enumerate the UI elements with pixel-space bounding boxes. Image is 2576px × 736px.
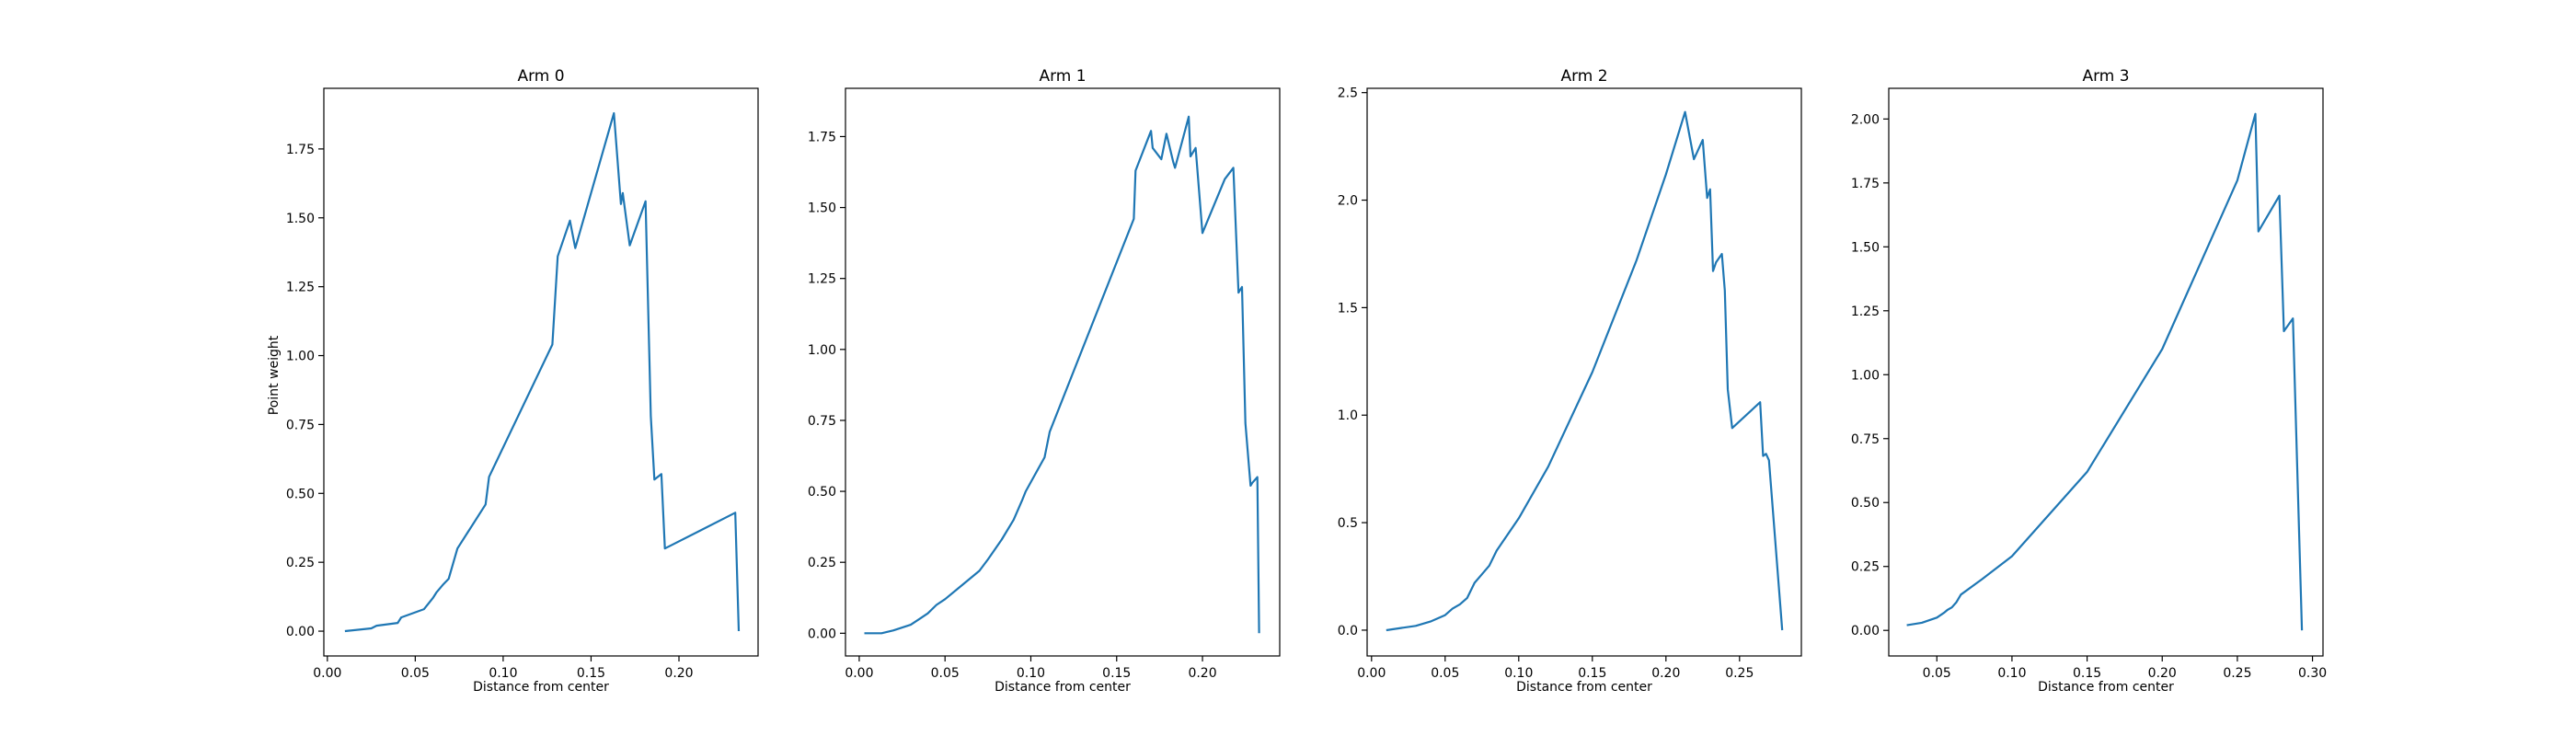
- panel-arm-3: Arm 3 Distance from center 0.05 0.10 0.15 0…: [1851, 67, 2327, 695]
- y-tick-label: 1.00: [808, 343, 836, 358]
- x-tick-label: 0.10: [1997, 666, 2026, 681]
- x-tick-label: 0.10: [1504, 666, 1533, 681]
- panel-title: Arm 0: [517, 67, 564, 86]
- x-tick-label: 0.25: [2223, 666, 2251, 681]
- x-axis-label: Distance from center: [1516, 680, 1652, 695]
- y-tick-label: 1.75: [808, 130, 836, 144]
- x-tick-label: 0.05: [931, 666, 960, 681]
- x-tick-label: 0.25: [1725, 666, 1754, 681]
- x-tick-label: 0.10: [1017, 666, 1045, 681]
- x-axis-label: Distance from center: [995, 680, 1131, 695]
- y-tick-label: 1.25: [808, 272, 836, 287]
- series-line: [344, 111, 741, 633]
- x-tick-label: 0.15: [577, 666, 605, 681]
- y-tick-label: 1.00: [286, 350, 315, 364]
- y-tick-label: 0.75: [286, 418, 315, 432]
- x-tick-label: 0.05: [1923, 666, 1951, 681]
- y-tick-label: 1.75: [286, 143, 315, 157]
- y-tick-label: 1.25: [286, 281, 315, 295]
- axis-ticks: 0.05 0.10 0.15 0.20 0.25 0.30 0.00 0.25 0.50 0.75…: [1851, 112, 2327, 681]
- panel-arm-2: Arm 2 Distance from center 0.00 0.05 0.10 0…: [1338, 67, 1802, 695]
- x-tick-label: 0.00: [313, 666, 341, 681]
- x-tick-label: 0.10: [489, 666, 517, 681]
- x-tick-label: 0.05: [401, 666, 430, 681]
- panel-title: Arm 1: [1039, 67, 1086, 86]
- axis-ticks: 0.00 0.05 0.10 0.15 0.20 0.25 0.0 0.5 1.0 1.5 2.0 2…: [1338, 86, 1754, 681]
- y-tick-label: 0.25: [808, 556, 836, 570]
- y-tick-label: 0.50: [808, 485, 836, 500]
- axes-frame: [1888, 87, 2324, 657]
- y-tick-label: 1.5: [1338, 301, 1358, 316]
- y-tick-label: 1.75: [1851, 177, 1880, 191]
- axis-ticks: 0.00 0.05 0.10 0.15 0.20 0.00 0.25 0.50 0.75 1.00…: [286, 143, 694, 681]
- x-tick-label: 0.05: [1431, 666, 1459, 681]
- y-tick-label: 1.25: [1851, 305, 1880, 319]
- y-tick-label: 0.00: [1851, 624, 1880, 638]
- y-tick-label: 2.00: [1851, 112, 1880, 127]
- x-tick-label: 0.00: [845, 666, 873, 681]
- series-line: [864, 115, 1260, 635]
- y-tick-label: 0.75: [1851, 432, 1880, 447]
- axis-ticks: 0.00 0.05 0.10 0.15 0.20 0.00 0.25 0.50 0.75 1.00…: [808, 130, 1217, 681]
- series-line: [1906, 112, 2304, 631]
- y-axis-label: Point weight: [267, 335, 282, 415]
- y-tick-label: 0.00: [808, 627, 836, 641]
- x-tick-label: 0.15: [1102, 666, 1131, 681]
- y-tick-label: 0.75: [808, 414, 836, 429]
- x-tick-label: 0.20: [664, 666, 693, 681]
- axes-frame: [845, 87, 1281, 657]
- y-tick-label: 0.25: [1851, 560, 1880, 575]
- x-tick-label: 0.20: [2148, 666, 2177, 681]
- y-tick-label: 1.0: [1338, 408, 1358, 423]
- panel-title: Arm 2: [1560, 67, 1607, 86]
- axes-frame: [1366, 87, 1802, 657]
- y-tick-label: 1.50: [1851, 240, 1880, 255]
- x-tick-label: 0.20: [1188, 666, 1216, 681]
- x-tick-label: 0.15: [1578, 666, 1606, 681]
- x-axis-label: Distance from center: [2038, 680, 2174, 695]
- y-tick-label: 0.25: [286, 556, 315, 570]
- axes-frame: [323, 87, 759, 657]
- x-axis-label: Distance from center: [473, 680, 609, 695]
- y-tick-label: 0.5: [1338, 516, 1358, 531]
- x-tick-label: 0.30: [2298, 666, 2327, 681]
- y-tick-label: 0.50: [286, 487, 315, 501]
- y-tick-label: 2.5: [1338, 86, 1358, 101]
- y-tick-label: 0.0: [1338, 624, 1358, 638]
- panel-arm-1: Arm 1 Distance from center 0.00 0.05 0.10 0…: [808, 67, 1281, 695]
- y-tick-label: 1.50: [808, 201, 836, 216]
- x-tick-label: 0.15: [2073, 666, 2101, 681]
- series-line: [1386, 110, 1784, 632]
- x-tick-label: 0.00: [1357, 666, 1386, 681]
- y-tick-label: 0.50: [1851, 496, 1880, 511]
- y-tick-label: 2.0: [1338, 194, 1358, 209]
- x-tick-label: 0.20: [1651, 666, 1680, 681]
- y-tick-label: 1.00: [1851, 368, 1880, 383]
- y-tick-label: 0.00: [286, 625, 315, 639]
- panel-arm-0: Arm 0 Distance from center Point weight …: [267, 67, 759, 695]
- y-tick-label: 1.50: [286, 212, 315, 226]
- panel-title: Arm 3: [2082, 67, 2129, 86]
